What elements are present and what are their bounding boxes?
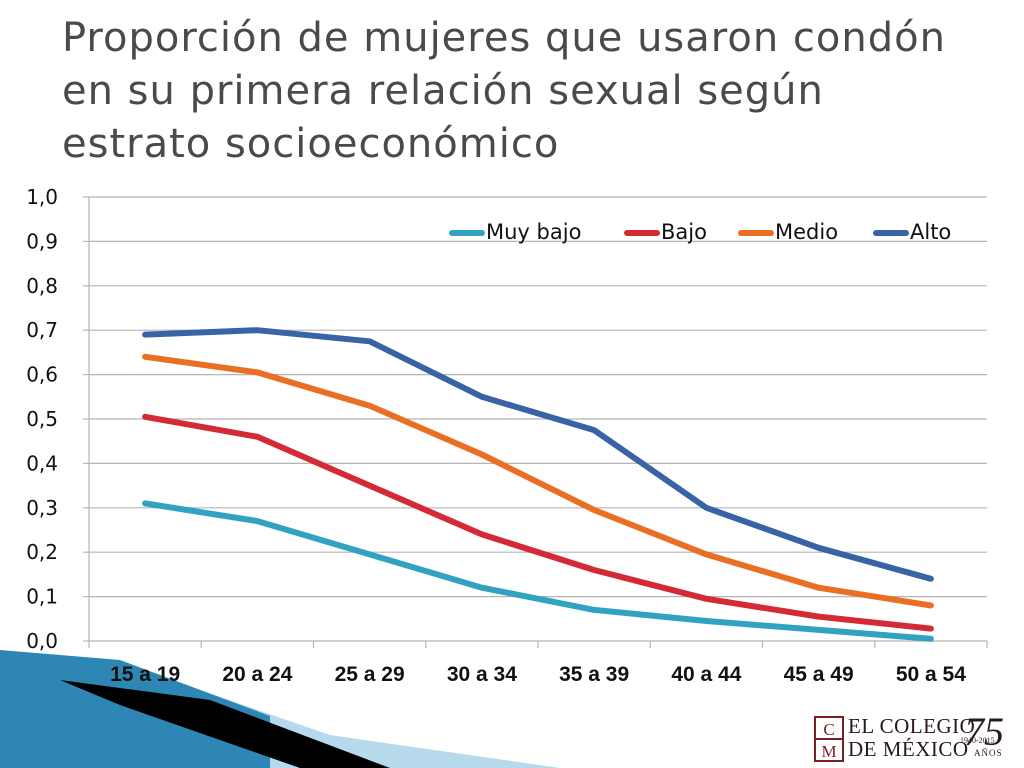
y-tick-label: 0,5 [26,407,58,431]
swoosh-dark-band [60,680,390,768]
y-tick-label: 0,0 [26,629,58,653]
legend: Muy bajo Bajo Medio Alto [449,220,951,244]
decorative-swoosh [0,650,560,768]
logo-line-2: DE MÉXICO [848,737,969,761]
x-tick-label: 35 a 39 [559,663,629,686]
y-tick-label: 0,9 [26,229,58,253]
legend-label: Medio [775,220,838,244]
monogram-top: C [823,720,834,739]
anniversary-years: 1940-2015 [960,736,995,745]
x-tick-label: 25 a 29 [335,663,405,686]
x-axis: 15 a 19 20 a 24 25 a 29 30 a 34 35 a 39 40 a … [88,641,988,686]
x-tick-label: 40 a 44 [671,663,741,686]
series-lines [142,327,934,642]
x-tick-label: 30 a 34 [447,663,517,686]
monogram-bottom: M [821,742,836,761]
anniversary-number: 75 [964,709,1004,754]
logo-line-1: EL COLEGIO [848,714,976,738]
legend-label: Muy bajo [486,220,581,244]
x-tick-label: 20 a 24 [222,663,292,686]
cm-monogram-icon: C M [814,716,844,762]
series-line-medio [142,353,934,609]
y-tick-label: 0,6 [26,363,58,387]
y-tick-label: 0,3 [26,496,58,520]
y-tick-label: 0,1 [26,585,58,609]
legend-label: Bajo [661,220,707,244]
legend-label: Alto [910,220,951,244]
series-line-muy-bajo [142,500,934,642]
x-tick-label: 15 a 19 [110,663,180,686]
el-colegio-de-mexico-logo: C M EL COLEGIO DE MÉXICO 75 1940-2015 AÑ… [814,709,1014,764]
y-tick-label: 0,4 [26,451,58,475]
gridlines [89,196,987,642]
y-tick-label: 1,0 [26,185,58,209]
x-tick-label: 45 a 49 [784,663,854,686]
y-tick-label: 0,2 [26,540,58,564]
series-line-alto [142,327,934,582]
y-axis: 0,0 0,1 0,2 0,3 0,4 0,5 0,6 0,7 0,8 0,9 1,0 [26,185,90,653]
x-tick-label: 50 a 54 [896,663,966,686]
slide-title: Proporción de mujeres que usaron condón … [62,15,946,167]
anniversary-anos: AÑOS [974,748,1003,758]
y-tick-label: 0,7 [26,318,58,342]
y-tick-label: 0,8 [26,274,58,298]
series-line-bajo [142,413,934,632]
